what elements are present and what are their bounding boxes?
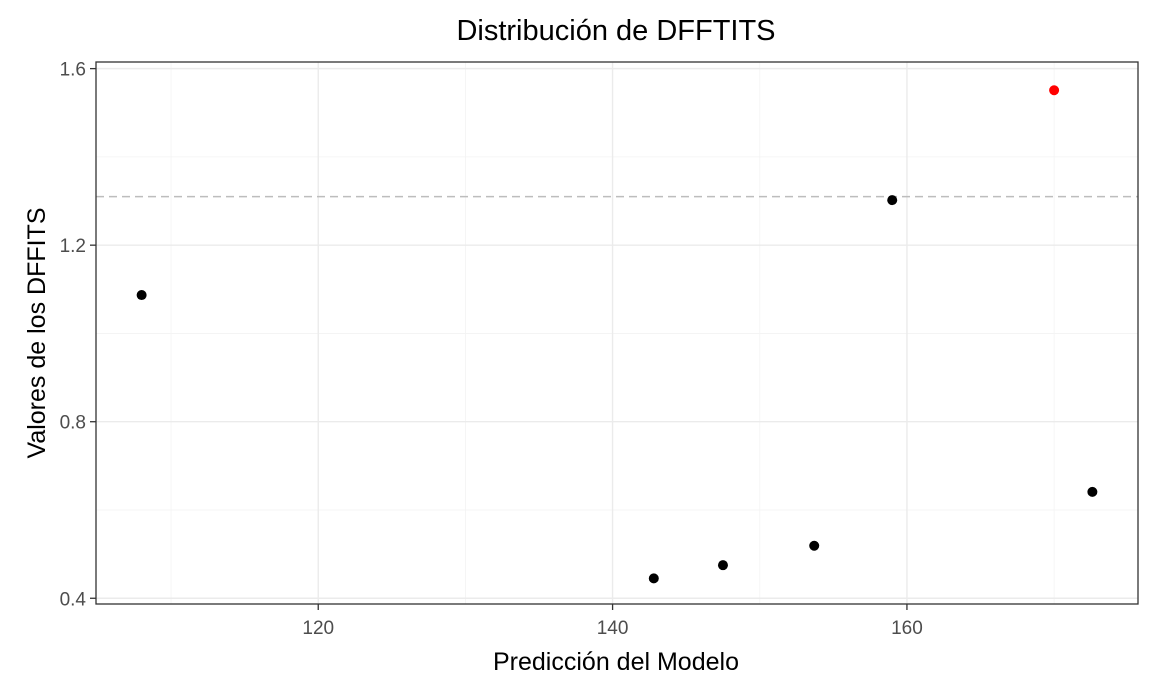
y-axis: 0.4 0.8 1.2 1.6 xyxy=(60,60,96,610)
x-axis-label: Predicción del Modelo xyxy=(493,648,739,676)
data-point xyxy=(1049,85,1060,96)
chart-title: Distribución de DFFTITS xyxy=(456,15,775,47)
data-points xyxy=(136,85,1098,584)
data-point xyxy=(648,573,659,584)
data-point xyxy=(1087,486,1098,497)
x-axis: 120 140 160 xyxy=(302,604,923,639)
data-point xyxy=(717,560,728,571)
data-point xyxy=(887,195,898,206)
x-tick-label: 160 xyxy=(891,618,923,639)
minor-gridlines xyxy=(96,62,1138,604)
y-tick-label: 1.6 xyxy=(60,60,86,81)
x-tick-label: 140 xyxy=(597,618,629,639)
y-axis-label: Valores de los DFFITS xyxy=(23,207,51,458)
x-tick-label: 120 xyxy=(302,618,334,639)
y-tick-label: 0.8 xyxy=(60,413,86,434)
data-point xyxy=(809,540,820,551)
plot-panel-border xyxy=(95,61,1139,605)
data-point xyxy=(136,290,147,301)
y-tick-label: 0.4 xyxy=(60,589,87,610)
y-tick-label: 1.2 xyxy=(60,236,86,257)
major-gridlines xyxy=(96,62,1138,604)
